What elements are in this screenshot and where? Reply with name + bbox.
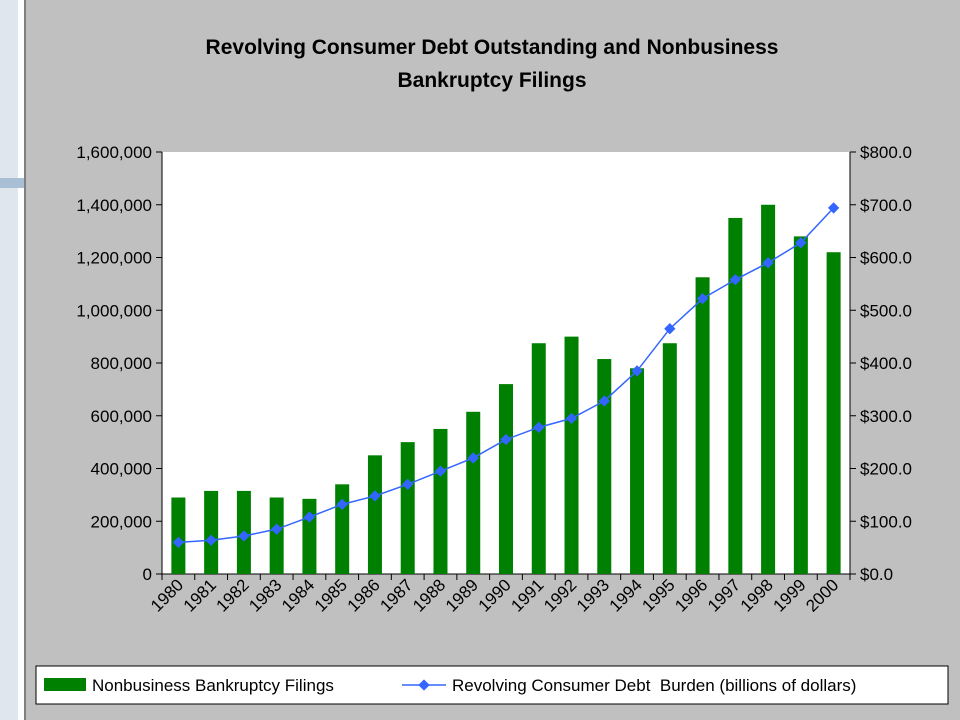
x-tick-label: 1998 — [737, 575, 777, 615]
x-tick-label: 1982 — [213, 575, 253, 615]
left-tick-label: 800,000 — [91, 354, 152, 373]
bar-series — [171, 204, 841, 574]
bar-1990 — [499, 384, 513, 574]
right-tick-label: $200.0 — [860, 460, 912, 479]
bar-1992 — [564, 336, 579, 574]
right-axis-ticks: $0.0 $100.0 $200.0 $300.0 $400.0 $500.0 $600.0… — [850, 143, 912, 584]
x-tick-label: 1990 — [475, 575, 515, 615]
bar-1998 — [761, 204, 776, 574]
right-tick-label: $600.0 — [860, 249, 912, 268]
chart-title-line-1: Revolving Consumer Debt Outstanding and … — [206, 36, 779, 59]
bar-1991 — [531, 343, 546, 574]
x-tick-label: 1988 — [409, 575, 449, 615]
x-tick-label: 1991 — [507, 575, 547, 615]
point-1981 — [205, 534, 217, 546]
x-tick-label: 1983 — [245, 575, 285, 615]
left-tick-label: 400,000 — [91, 460, 152, 479]
bar-1996 — [695, 277, 710, 574]
chart: Revolving Consumer Debt Outstanding and … — [35, 36, 949, 705]
right-tick-label: $300.0 — [860, 407, 912, 426]
point-1986 — [369, 490, 381, 502]
bar-1984 — [302, 498, 317, 574]
bar-1999 — [793, 236, 808, 574]
point-1983 — [271, 523, 283, 535]
left-tick-label: 1,600,000 — [76, 143, 152, 162]
x-tick-label: 1989 — [442, 575, 482, 615]
left-tick-label: 1,200,000 — [76, 249, 152, 268]
bar-2000 — [826, 252, 841, 574]
legend-line-marker — [418, 679, 430, 691]
point-1992 — [565, 412, 578, 425]
x-tick-label: 1985 — [311, 575, 351, 615]
bar-1995 — [662, 343, 677, 574]
point-1995 — [664, 323, 676, 335]
x-tick-label: 1992 — [540, 575, 580, 615]
x-tick-label: 1994 — [606, 575, 646, 615]
x-tick-label: 1999 — [770, 575, 810, 615]
point-1998 — [762, 257, 774, 269]
x-tick-label: 1997 — [704, 575, 744, 615]
left-tick-label: 600,000 — [91, 407, 152, 426]
point-1993 — [598, 395, 610, 407]
bar-1988 — [433, 428, 448, 574]
left-tick-label: 0 — [143, 565, 152, 584]
left-tick-label: 1,400,000 — [76, 196, 152, 215]
point-1988 — [434, 465, 447, 477]
bar-1986 — [367, 455, 382, 574]
bar-1980 — [171, 497, 186, 574]
x-tick-label: 1996 — [671, 575, 711, 615]
bar-1985 — [335, 484, 350, 574]
bar-1989 — [466, 411, 481, 574]
legend-line-label: Revolving Consumer Debt Burden (billions… — [452, 676, 856, 695]
point-1982 — [238, 530, 250, 542]
x-tick-label: 1981 — [180, 575, 220, 615]
legend: Nonbusiness Bankruptcy Filings Revolving… — [35, 665, 949, 705]
x-tick-label: 1984 — [278, 575, 318, 615]
x-tick-label: 1993 — [573, 575, 613, 615]
right-tick-label: $700.0 — [860, 196, 912, 215]
chart-area: Revolving Consumer Debt Outstanding and … — [24, 0, 960, 720]
right-tick-label: $100.0 — [860, 512, 912, 531]
bar-1983 — [269, 497, 284, 574]
left-tick-label: 1,000,000 — [76, 301, 152, 320]
right-tick-label: $800.0 — [860, 143, 912, 162]
point-1991 — [533, 421, 545, 434]
legend-bar-swatch — [44, 678, 86, 691]
right-tick-label: $500.0 — [860, 301, 912, 320]
left-axis-ticks: 0 200,000 400,000 600,000 800,000 1,000,000 1,… — [76, 143, 162, 584]
point-1984 — [303, 511, 316, 523]
right-tick-label: $0.0 — [860, 565, 893, 584]
point-1985 — [336, 498, 348, 511]
x-tick-label: 1987 — [376, 575, 416, 615]
slide-margin-strip — [0, 0, 18, 720]
x-tick-label: 2000 — [802, 575, 842, 615]
x-tick-label: 1986 — [344, 575, 384, 615]
point-1994 — [631, 365, 643, 377]
bar-1994 — [630, 368, 645, 574]
x-axis-ticks: 1980198119821983198419851986198719881989… — [147, 574, 851, 616]
legend-bar-label: Nonbusiness Bankruptcy Filings — [92, 676, 334, 695]
x-tick-label: 1995 — [638, 575, 678, 615]
left-tick-label: 200,000 — [91, 512, 152, 531]
point-1999 — [795, 237, 807, 249]
bar-1981 — [204, 490, 219, 574]
point-1987 — [402, 478, 414, 490]
right-tick-label: $400.0 — [860, 354, 912, 373]
legend-box — [35, 665, 949, 705]
point-1990 — [500, 433, 512, 446]
slide-accent-bar — [0, 178, 30, 188]
point-1980 — [172, 536, 185, 549]
point-1997 — [729, 273, 741, 286]
bar-1987 — [400, 442, 415, 574]
x-tick-label: 1980 — [147, 575, 187, 615]
chart-title-line-2: Bankruptcy Filings — [397, 69, 586, 92]
point-1996 — [696, 292, 709, 305]
point-2000 — [827, 202, 840, 214]
bar-1997 — [728, 217, 743, 574]
line-series — [172, 202, 840, 549]
point-1989 — [467, 452, 479, 464]
chart-title: Revolving Consumer Debt Outstanding and … — [206, 36, 779, 92]
bar-1993 — [597, 359, 612, 574]
